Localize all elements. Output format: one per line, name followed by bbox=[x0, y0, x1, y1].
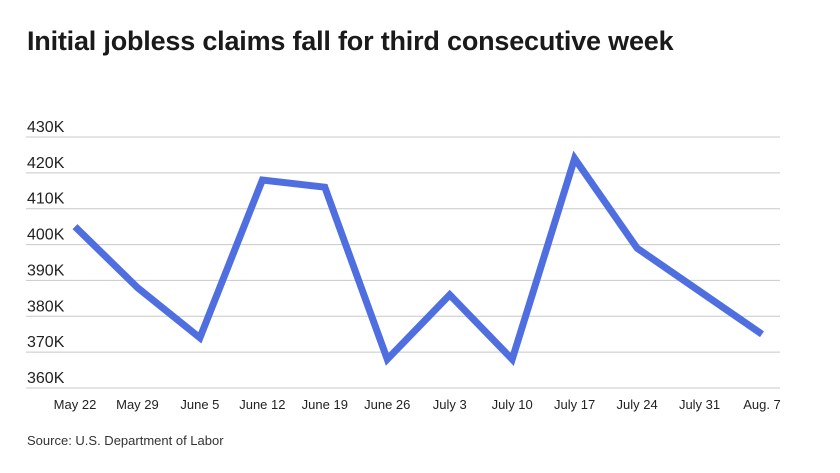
y-tick-label: 400K bbox=[27, 227, 65, 244]
series-line bbox=[72, 150, 764, 366]
y-tick-label: 420K bbox=[27, 155, 65, 172]
y-tick-label: 380K bbox=[27, 298, 65, 315]
gridlines bbox=[26, 136, 780, 389]
x-tick-label: Aug. 7 bbox=[743, 397, 781, 412]
x-tick-label: May 29 bbox=[116, 397, 159, 412]
x-tick-label: June 5 bbox=[180, 397, 219, 412]
y-tick-label: 370K bbox=[27, 334, 65, 351]
y-tick-label: 390K bbox=[27, 262, 65, 279]
x-tick-label: July 31 bbox=[679, 397, 720, 412]
x-axis: May 22 May 29 June 5 June 12 June 19 June 26 J… bbox=[54, 397, 781, 412]
y-tick-label: 360K bbox=[27, 370, 65, 387]
x-tick-label: June 12 bbox=[239, 397, 285, 412]
y-tick-label: 430K bbox=[27, 119, 65, 136]
y-axis: 360K 370K 380K 390K 400K 410K 420K 430K bbox=[27, 119, 65, 387]
series-group bbox=[72, 150, 764, 366]
x-tick-label: July 17 bbox=[554, 397, 595, 412]
x-tick-label: July 24 bbox=[616, 397, 657, 412]
x-tick-label: July 10 bbox=[492, 397, 533, 412]
y-tick-label: 410K bbox=[27, 191, 65, 208]
x-tick-label: June 26 bbox=[364, 397, 410, 412]
x-tick-label: June 19 bbox=[302, 397, 348, 412]
source-note: Source: U.S. Department of Labor bbox=[27, 433, 224, 448]
x-tick-label: May 22 bbox=[54, 397, 97, 412]
x-tick-label: July 3 bbox=[433, 397, 467, 412]
chart-title: Initial jobless claims fall for third co… bbox=[27, 26, 674, 56]
